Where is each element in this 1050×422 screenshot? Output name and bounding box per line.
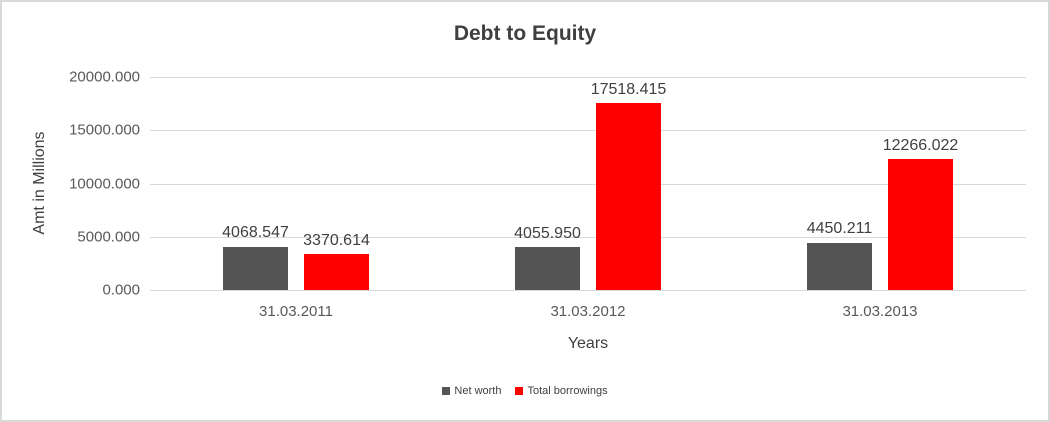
bar-total-borrowings — [304, 254, 369, 290]
x-axis-tick: 31.03.2011 — [259, 303, 333, 320]
bar-column-net-worth: 4055.950 — [514, 77, 581, 290]
bar-column-net-worth: 4068.547 — [222, 77, 289, 290]
gridline — [150, 77, 1026, 78]
data-label: 4068.547 — [222, 224, 289, 242]
y-axis-tick: 5000.000 — [77, 228, 140, 246]
bar-net-worth — [223, 246, 288, 290]
gridline — [150, 183, 1026, 185]
x-axis-title: Years — [567, 335, 609, 352]
data-label: 3370.614 — [303, 231, 370, 249]
data-label: 4450.211 — [806, 220, 873, 238]
x-axis-tick: 31.03.2012 — [550, 303, 626, 320]
bar-total-borrowings — [888, 159, 953, 290]
legend-label: Total borrowings — [527, 385, 608, 397]
legend-swatch-icon — [442, 387, 451, 395]
x-axis-tick-labels: 31.03.2011 31.03.2012 31.03.2013 — [150, 303, 1026, 320]
bar-total-borrowings — [596, 103, 661, 290]
chart-title: Debt to Equity — [453, 22, 597, 45]
bar-column-total-borrowings: 12266.022 — [883, 77, 958, 290]
data-label: 12266.022 — [882, 137, 959, 155]
legend-label: Net worth — [454, 385, 502, 397]
bar-groups: 4068.547 3370.614 4055.950 17518.415 4450.21… — [150, 77, 1026, 290]
y-axis-tick: 0.000 — [102, 281, 140, 299]
bar-column-total-borrowings: 17518.415 — [591, 77, 666, 290]
x-axis-tick: 31.03.2013 — [842, 303, 918, 320]
legend-item-total-borrowings: Total borrowings — [515, 385, 608, 397]
bar-group: 4450.211 12266.022 — [734, 77, 1026, 290]
bar-net-worth — [515, 246, 580, 290]
data-label: 4055.950 — [514, 224, 581, 242]
legend-item-net-worth: Net worth — [442, 385, 501, 397]
y-axis-tick: 15000.000 — [69, 121, 140, 139]
gridline — [150, 290, 1026, 291]
y-axis-tick-labels: 0.000 5000.000 10000.000 15000.000 20000.000 — [2, 69, 140, 299]
legend: Net worth Total borrowings — [2, 385, 1048, 397]
bar-group: 4055.950 17518.415 — [442, 77, 734, 290]
gridline — [150, 130, 1026, 132]
bar-net-worth — [807, 242, 872, 290]
gridline — [150, 236, 1026, 238]
y-axis-tick: 20000.000 — [69, 68, 140, 86]
bar-column-total-borrowings: 3370.614 — [303, 77, 370, 290]
data-label: 17518.415 — [590, 81, 667, 99]
y-axis-tick: 10000.000 — [69, 175, 140, 192]
bar-group: 4068.547 3370.614 — [150, 77, 442, 290]
legend-swatch-icon — [515, 387, 524, 395]
plot-area: 4068.547 3370.614 4055.950 17518.415 4450.21… — [150, 77, 1026, 291]
bar-column-net-worth: 4450.211 — [807, 77, 872, 290]
